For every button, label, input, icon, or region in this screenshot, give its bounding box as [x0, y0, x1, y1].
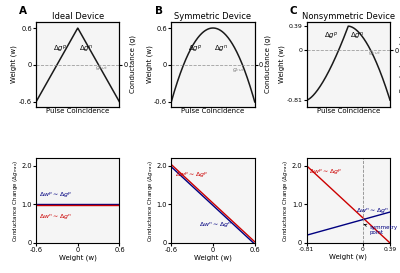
- Text: $\Delta g^p$: $\Delta g^p$: [53, 44, 68, 55]
- Text: $\Delta g^n$: $\Delta g^n$: [214, 44, 228, 55]
- Text: $\Delta w^p$$\sim$$\Delta g^p$: $\Delta w^p$$\sim$$\Delta g^p$: [175, 171, 208, 180]
- Text: $g_{cut}$: $g_{cut}$: [96, 64, 108, 72]
- Text: $g_{cut}$: $g_{cut}$: [368, 49, 381, 57]
- Text: $\Delta w^n$$\sim$$\Delta g^n$: $\Delta w^n$$\sim$$\Delta g^n$: [199, 221, 232, 230]
- Text: $\Delta g^n$: $\Delta g^n$: [79, 44, 93, 55]
- Text: $\Delta w^n$$\sim$$\Delta g^n$: $\Delta w^n$$\sim$$\Delta g^n$: [40, 213, 73, 222]
- Text: B: B: [154, 6, 162, 16]
- Text: symmetry
point: symmetry point: [364, 224, 398, 236]
- Text: $\Delta g^n$: $\Delta g^n$: [350, 31, 365, 42]
- Text: $\Delta g^p$: $\Delta g^p$: [188, 44, 203, 55]
- X-axis label: Weight (w): Weight (w): [194, 254, 232, 261]
- Text: A: A: [19, 6, 27, 16]
- X-axis label: Pulse Coincidence: Pulse Coincidence: [317, 108, 380, 114]
- X-axis label: Pulse Coincidence: Pulse Coincidence: [181, 108, 245, 114]
- X-axis label: Weight (w): Weight (w): [59, 254, 97, 261]
- Y-axis label: Conductance Change ($\Delta g_{max}$): Conductance Change ($\Delta g_{max}$): [146, 159, 155, 242]
- Title: Nonsymmetric Device: Nonsymmetric Device: [302, 12, 395, 21]
- Text: $\Delta w^p$$\sim$$\Delta g^p$: $\Delta w^p$$\sim$$\Delta g^p$: [40, 191, 73, 200]
- Y-axis label: Conductance (g): Conductance (g): [129, 35, 136, 93]
- Text: $\Delta g^p$: $\Delta g^p$: [324, 31, 338, 42]
- Y-axis label: Conductance Change ($\Delta g_{max}$): Conductance Change ($\Delta g_{max}$): [11, 159, 20, 242]
- Title: Symmetric Device: Symmetric Device: [174, 12, 252, 21]
- Text: $g_{cut}$: $g_{cut}$: [232, 66, 244, 73]
- Text: $\Delta w^n$$\sim$$\Delta g^n$: $\Delta w^n$$\sim$$\Delta g^n$: [356, 207, 389, 216]
- Y-axis label: Weight (w): Weight (w): [278, 45, 285, 83]
- Y-axis label: Conductance (g): Conductance (g): [264, 35, 271, 93]
- Y-axis label: Conductance Change ($\Delta g_{max}$): Conductance Change ($\Delta g_{max}$): [281, 159, 290, 242]
- Y-axis label: Weight (w): Weight (w): [11, 45, 18, 83]
- X-axis label: Weight (w): Weight (w): [329, 254, 367, 260]
- Y-axis label: Weight (w): Weight (w): [146, 45, 153, 83]
- Title: Ideal Device: Ideal Device: [52, 12, 104, 21]
- X-axis label: Pulse Coincidence: Pulse Coincidence: [46, 108, 109, 114]
- Text: C: C: [290, 6, 298, 16]
- Text: $\Delta w^p$$\sim$$\Delta g^p$: $\Delta w^p$$\sim$$\Delta g^p$: [308, 168, 342, 177]
